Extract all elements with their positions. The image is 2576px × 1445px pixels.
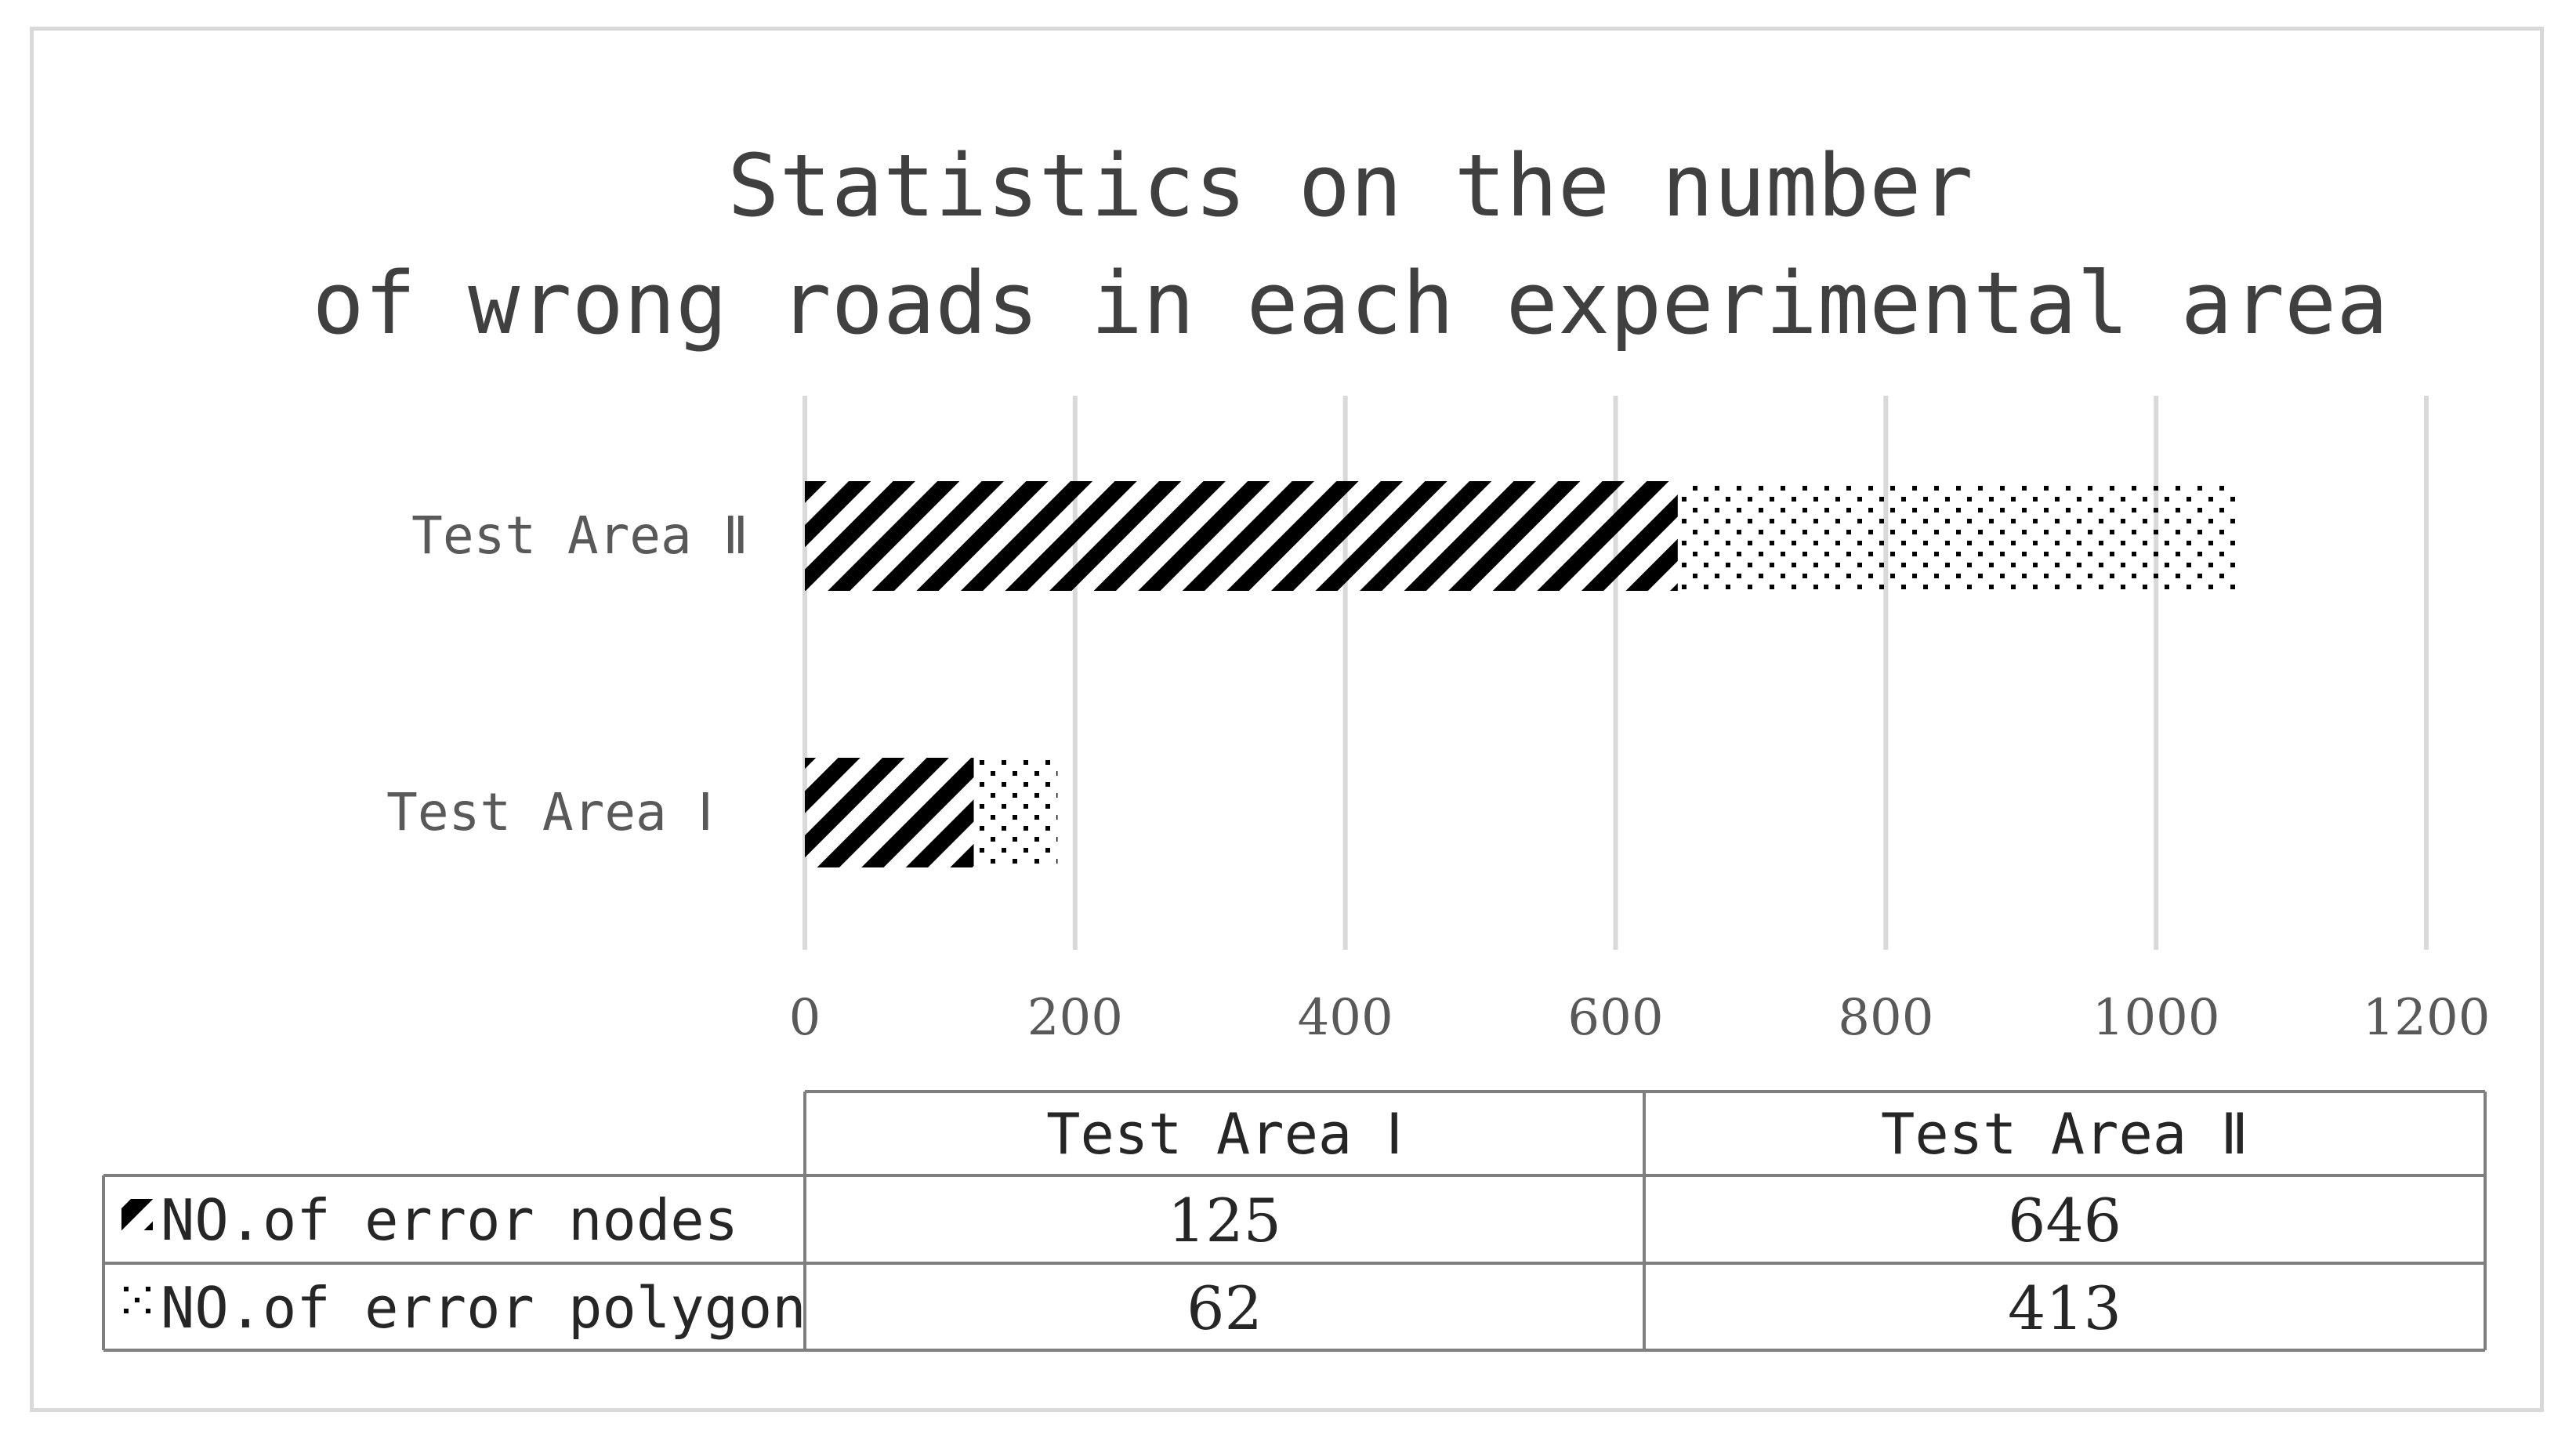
- chart-title-line-2: of wrong roads in each experimental area: [312, 253, 2388, 353]
- x-tick-label: 0: [789, 989, 821, 1047]
- x-tick-labels: 0 200 400 600 800 1000 1200: [789, 989, 2491, 1047]
- table-value-cell: 646: [2008, 1186, 2121, 1255]
- legend-key-error-polygon: [121, 1287, 153, 1318]
- table-row-label: NO.of error polygon: [161, 1275, 806, 1341]
- bar-error-polygon: [973, 758, 1058, 867]
- x-tick-label: 400: [1298, 989, 1393, 1047]
- chart-title-line-1: Statistics on the number: [727, 136, 1973, 236]
- category-labels: Test Area Ⅰ Test Area Ⅱ: [386, 505, 748, 842]
- x-tick-label: 200: [1027, 989, 1123, 1047]
- legend-key-error-nodes: [121, 1199, 153, 1230]
- x-tick-label: 800: [1838, 989, 1933, 1047]
- x-tick-label: 1000: [2092, 989, 2220, 1047]
- bar-error-nodes: [805, 758, 974, 867]
- category-label: Test Area Ⅱ: [411, 505, 748, 566]
- table-value-cell: 62: [1187, 1273, 1263, 1343]
- data-table: Test Area Ⅰ Test Area Ⅱ NO.of error nodes 1…: [102, 1090, 2487, 1352]
- bar-error-nodes: [805, 481, 1678, 591]
- table-header-cell: Test Area Ⅱ: [1881, 1101, 2248, 1167]
- x-tick-label: 600: [1567, 989, 1663, 1047]
- table-header-cell: Test Area Ⅰ: [1046, 1101, 1403, 1167]
- chart-frame: [30, 27, 2544, 1412]
- x-tick-label: 1200: [2363, 989, 2491, 1047]
- table-row-label: NO.of error nodes: [161, 1187, 738, 1253]
- bar-error-polygon: [1677, 481, 2236, 591]
- bars: [805, 481, 2236, 867]
- table-value-cell: 413: [2008, 1273, 2121, 1343]
- category-label: Test Area Ⅰ: [386, 782, 713, 842]
- table-value-cell: 125: [1168, 1186, 1281, 1255]
